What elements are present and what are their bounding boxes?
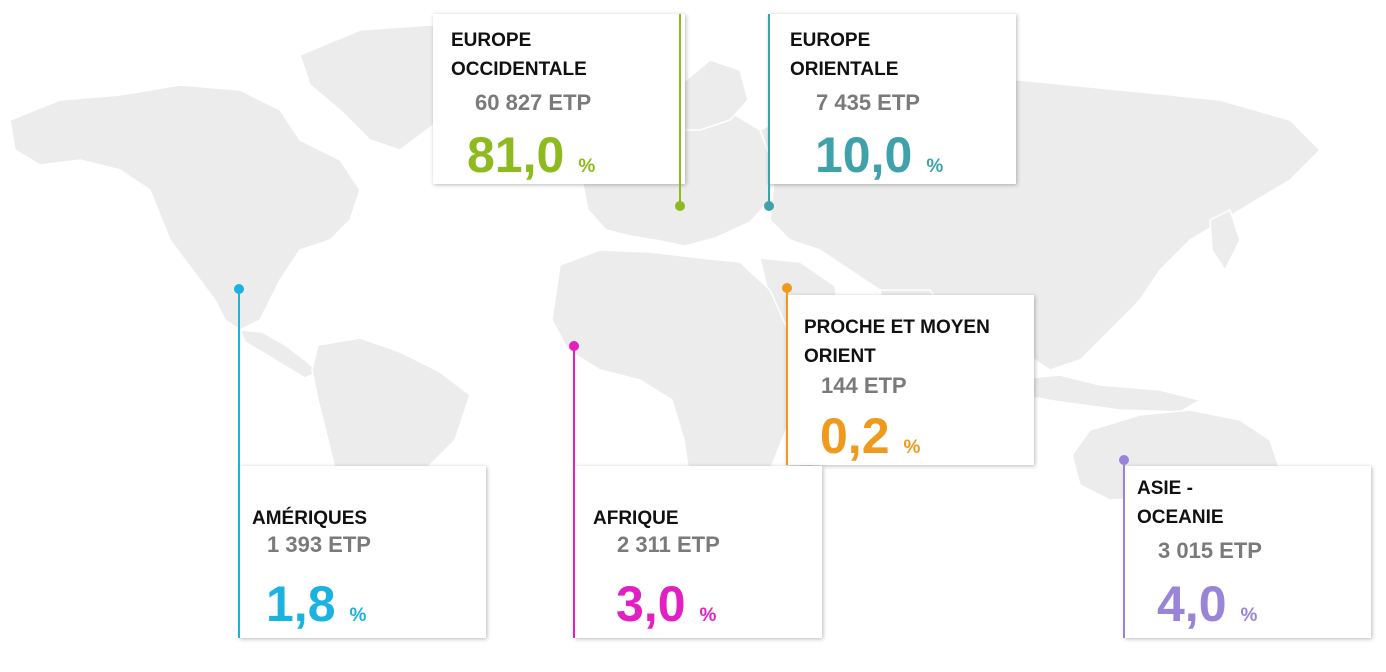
ameriques-unit: %	[349, 605, 367, 626]
asie-oceanie-etp: 3 015 ETP	[1158, 538, 1262, 563]
ameriques-card: AMÉRIQUES 1 393 ETP 1,8%	[239, 466, 486, 638]
afrique-etp: 2 311 ETP	[617, 532, 720, 557]
asie-oceanie-card: ASIE - OCEANIE 3 015 ETP 4,0%	[1124, 466, 1371, 638]
central-america-shape	[238, 329, 320, 379]
europe-orientale-value: 10,0	[815, 127, 913, 183]
japan-shape	[1209, 208, 1241, 272]
afrique-pct: 3,0%	[616, 579, 716, 629]
afrique-unit: %	[699, 605, 717, 626]
europe-occidentale-leader	[679, 14, 681, 206]
asie-oceanie-marker	[1119, 455, 1129, 465]
europe-orientale-pct: 10,0%	[815, 130, 943, 180]
proche-moyen-orient-value: 0,2	[820, 408, 890, 464]
europe-occidentale-etp: 60 827 ETP	[475, 90, 592, 115]
afrique-value: 3,0	[616, 576, 686, 632]
europe-occidentale-value: 81,0	[467, 127, 565, 183]
proche-moyen-orient-leader	[786, 288, 788, 465]
europe-orientale-unit: %	[926, 156, 944, 177]
afrique-card: AFRIQUE 2 311 ETP 3,0%	[574, 466, 822, 638]
ameriques-name: AMÉRIQUES	[252, 508, 368, 529]
afrique-marker	[569, 341, 579, 351]
europe-occidentale-unit: %	[578, 156, 596, 177]
proche-moyen-orient-card: PROCHE ET MOYEN ORIENT 144 ETP 0,2%	[786, 295, 1034, 465]
proche-moyen-orient-pct: 0,2%	[820, 411, 920, 461]
europe-occidentale-card: EUROPE OCCIDENTALE 60 827 ETP 81,0%	[433, 14, 685, 184]
asie-oceanie-value: 4,0	[1157, 576, 1227, 632]
ameriques-leader	[238, 289, 240, 638]
asie-oceanie-pct: 4,0%	[1157, 579, 1257, 629]
asie-oceanie-leader	[1123, 463, 1125, 638]
europe-occidentale-pct: 81,0%	[467, 130, 595, 180]
europe-orientale-marker	[764, 201, 774, 211]
proche-moyen-orient-marker	[782, 283, 792, 293]
asie-oceanie-name: ASIE - OCEANIE	[1137, 478, 1224, 528]
europe-orientale-name: EUROPE ORIENTALE	[790, 30, 899, 80]
proche-moyen-orient-unit: %	[903, 437, 921, 458]
europe-orientale-card: EUROPE ORIENTALE 7 435 ETP 10,0%	[768, 14, 1016, 184]
indonesia-shape	[1008, 374, 1202, 413]
ameriques-etp: 1 393 ETP	[267, 532, 371, 557]
afrique-name: AFRIQUE	[593, 508, 679, 529]
ameriques-marker	[234, 284, 244, 294]
europe-occidentale-name: EUROPE OCCIDENTALE	[451, 30, 587, 80]
europe-orientale-leader	[768, 14, 770, 206]
proche-moyen-orient-name: PROCHE ET MOYEN ORIENT	[804, 317, 990, 367]
afrique-leader	[573, 346, 575, 638]
europe-occidentale-marker	[675, 201, 685, 211]
north-america-shape	[9, 84, 361, 331]
ameriques-pct: 1,8%	[266, 579, 366, 629]
asie-oceanie-unit: %	[1240, 605, 1258, 626]
europe-orientale-etp: 7 435 ETP	[816, 90, 920, 115]
proche-moyen-orient-etp: 144 ETP	[821, 373, 907, 398]
ameriques-value: 1,8	[266, 576, 336, 632]
